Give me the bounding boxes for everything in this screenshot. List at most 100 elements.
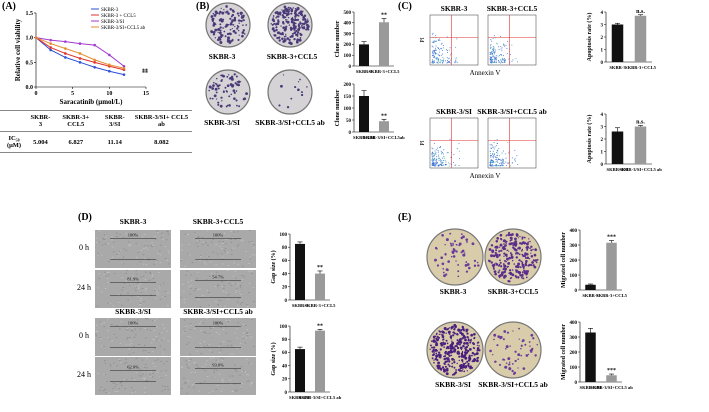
texture: [205, 263, 207, 265]
texture: [218, 333, 221, 335]
event: [501, 50, 503, 52]
colony: [508, 250, 510, 252]
colony: [226, 75, 229, 78]
colony: [463, 342, 466, 345]
texture: [237, 231, 239, 233]
texture: [157, 232, 159, 233]
texture: [236, 328, 239, 330]
colony: [453, 327, 456, 330]
series-point: [49, 42, 52, 45]
event: [432, 164, 434, 166]
texture: [194, 371, 197, 373]
colony: [468, 356, 472, 360]
event: [434, 53, 436, 55]
texture: [153, 320, 156, 321]
colony: [229, 32, 232, 36]
texture: [204, 331, 206, 333]
texture: [167, 251, 170, 253]
event: [511, 44, 513, 46]
texture: [186, 364, 188, 365]
event: [489, 58, 491, 60]
event: [433, 41, 435, 43]
colony: [527, 241, 530, 243]
event: [432, 165, 434, 167]
colony: [473, 259, 477, 262]
texture: [245, 325, 247, 327]
texture: [181, 367, 183, 369]
texture: [242, 335, 244, 337]
annotation: ***: [607, 235, 616, 241]
event: [496, 151, 498, 153]
bar: [295, 349, 305, 392]
colony: [289, 27, 292, 30]
event: [445, 161, 447, 163]
event: [496, 161, 498, 163]
texture: [145, 318, 147, 320]
event: [489, 45, 491, 47]
event: [432, 151, 434, 153]
event: [436, 49, 438, 51]
texture: [203, 341, 206, 342]
event: [501, 47, 503, 49]
texture: [253, 247, 256, 249]
event: [496, 43, 498, 45]
colony: [216, 77, 218, 80]
colony: [505, 235, 507, 237]
texture: [122, 256, 125, 258]
texture: [197, 289, 199, 290]
colony: [446, 352, 450, 356]
texture: [221, 380, 223, 382]
colony: [504, 347, 507, 350]
colony: [245, 24, 248, 26]
colony: [237, 38, 240, 42]
texture: [103, 234, 106, 236]
colony: [273, 34, 275, 36]
colony: [442, 339, 444, 341]
texture: [151, 351, 154, 352]
colony: [459, 346, 463, 350]
texture: [217, 360, 219, 362]
colony: [467, 339, 470, 342]
texture: [212, 251, 214, 253]
texture: [108, 392, 110, 394]
wound-image: [95, 230, 171, 268]
event: [493, 156, 495, 158]
event: [490, 46, 492, 48]
texture: [164, 246, 167, 247]
texture: [236, 371, 238, 372]
image-label: SKBR-3+CCL5: [267, 52, 318, 61]
table-cell: 8.082: [130, 131, 192, 153]
texture: [111, 239, 113, 241]
colony: [504, 366, 506, 368]
event: [446, 57, 448, 59]
texture: [189, 329, 192, 330]
event: [441, 42, 443, 44]
texture: [155, 336, 158, 337]
colony: [281, 32, 283, 34]
colony: [245, 92, 248, 96]
texture: [215, 370, 218, 371]
texture: [250, 319, 253, 321]
event: [498, 61, 500, 63]
colony: [217, 103, 220, 106]
colony: [461, 350, 464, 353]
colony: [301, 22, 304, 25]
texture: [127, 292, 129, 294]
texture: [132, 330, 134, 332]
event: [432, 60, 434, 62]
colony: [294, 27, 297, 29]
event: [449, 54, 451, 56]
colony: [510, 238, 513, 241]
texture: [193, 328, 196, 329]
texture: [143, 371, 145, 373]
texture: [112, 241, 115, 243]
colony: [459, 338, 462, 341]
y-tick-label: 40: [282, 364, 288, 369]
colony: [212, 30, 216, 34]
texture: [115, 232, 118, 234]
event: [492, 152, 494, 154]
texture: [197, 271, 199, 273]
legend-label: SKBR-3 + CCL5: [101, 14, 136, 19]
texture: [228, 283, 231, 285]
y-tick-label: 1: [601, 150, 604, 155]
